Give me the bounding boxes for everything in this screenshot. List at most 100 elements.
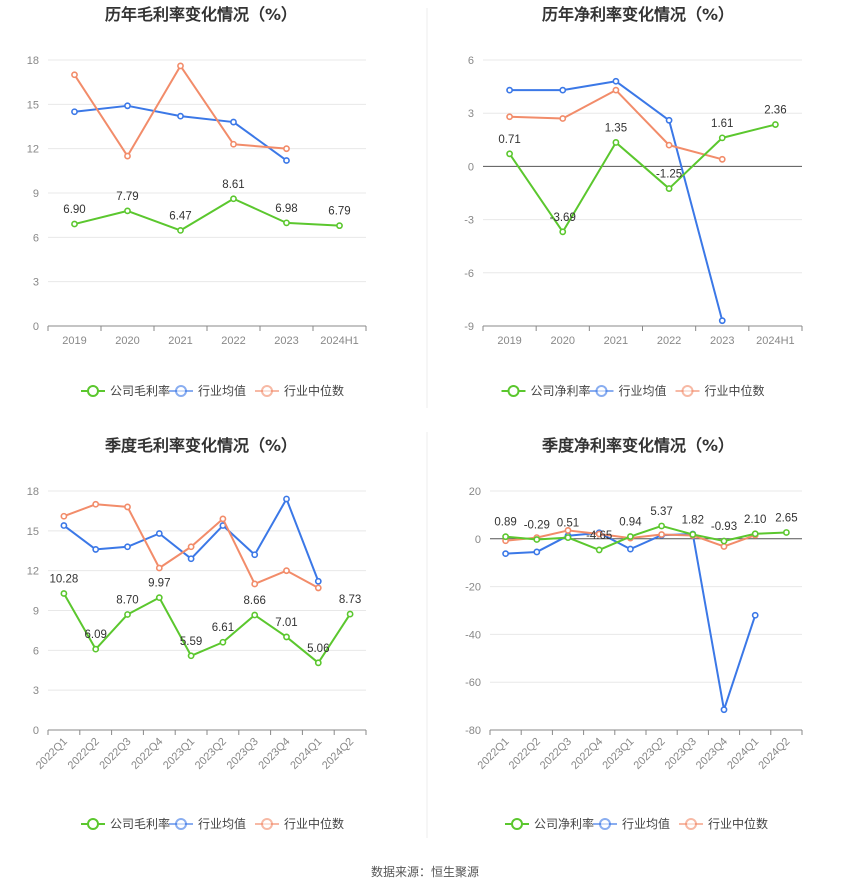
legend: 公司毛利率 行业均值 行业中位数 xyxy=(81,816,344,831)
y-tick-label: 0 xyxy=(33,321,39,333)
source-note: 数据来源：恒生聚源 xyxy=(371,864,479,879)
chart-title: 季度毛利率变化情况（%） xyxy=(104,436,297,455)
data-point-industry_median xyxy=(71,71,78,79)
data-point-company xyxy=(155,594,163,602)
data-point-company xyxy=(783,529,790,536)
y-tick-label: 6 xyxy=(33,645,39,657)
data-label: 8.73 xyxy=(339,594,361,606)
data-point-industry_median xyxy=(612,86,620,94)
legend-marker xyxy=(599,818,611,830)
x-tick-label: 2022Q2 xyxy=(66,736,102,772)
data-label: 1.61 xyxy=(711,118,733,130)
data-label: -4.65 xyxy=(586,530,612,542)
legend-label: 行业中位数 xyxy=(284,383,344,398)
y-tick-label: -40 xyxy=(465,629,481,641)
data-point-industry_avg xyxy=(506,86,513,94)
data-point-company xyxy=(564,534,572,541)
chart-title: 季度净利率变化情况（%） xyxy=(541,436,734,455)
data-point-company xyxy=(187,652,195,660)
x-tick-label: 2023Q4 xyxy=(256,736,292,772)
data-point-company xyxy=(720,537,728,545)
y-tick-label: 12 xyxy=(27,144,39,156)
data-point-industry_median xyxy=(177,62,184,70)
legend-label: 行业均值 xyxy=(619,383,667,398)
data-point-industry_avg xyxy=(60,522,68,529)
y-tick-label: 18 xyxy=(27,55,39,67)
data-point-industry_avg xyxy=(187,555,195,563)
x-tick-label: 2021 xyxy=(604,335,628,347)
data-point-industry_median xyxy=(124,503,131,511)
data-point-industry_avg xyxy=(283,495,290,503)
legend-label: 行业中位数 xyxy=(705,383,765,398)
legend-marker xyxy=(507,385,520,397)
data-point-company xyxy=(219,638,227,646)
y-tick-label: -80 xyxy=(465,725,481,737)
data-point-company xyxy=(251,611,259,619)
data-point-company xyxy=(627,533,634,540)
data-point-industry_median xyxy=(665,141,673,149)
x-tick-label: 2020 xyxy=(115,335,139,347)
x-tick-label: 2022Q4 xyxy=(569,736,605,772)
y-tick-label: -6 xyxy=(464,268,474,280)
data-point-industry_avg xyxy=(314,577,322,585)
x-tick-label: 2020 xyxy=(551,335,575,347)
data-label: -0.93 xyxy=(711,521,737,533)
legend-item: 行业均值 xyxy=(169,816,246,831)
x-tick-label: 2023 xyxy=(274,335,298,347)
legend-marker xyxy=(261,818,273,830)
data-point-industry_median xyxy=(124,152,131,160)
data-point-industry_median xyxy=(564,527,572,534)
data-point-industry_avg xyxy=(71,108,78,116)
data-label: 8.61 xyxy=(222,179,244,191)
data-label: 6.90 xyxy=(63,204,85,216)
y-tick-label: 9 xyxy=(33,188,39,200)
x-tick-label: 2024H1 xyxy=(320,335,359,347)
x-tick-label: 2022Q2 xyxy=(507,736,543,772)
x-tick-label: 2023Q2 xyxy=(632,736,668,772)
data-point-industry_median xyxy=(155,564,163,572)
data-point-company xyxy=(336,222,343,230)
data-point-company xyxy=(124,611,131,618)
data-point-company xyxy=(689,531,697,538)
data-point-company xyxy=(751,530,759,538)
data-label: -0.29 xyxy=(524,519,550,531)
data-label: 6.47 xyxy=(169,210,191,222)
data-point-industry_avg xyxy=(751,611,759,619)
data-point-industry_avg xyxy=(177,112,184,120)
data-label: 2.10 xyxy=(744,514,766,526)
legend-item: 行业均值 xyxy=(593,816,670,831)
data-point-company xyxy=(533,536,541,543)
data-point-industry_median xyxy=(595,530,603,538)
y-tick-label: 6 xyxy=(33,232,39,244)
data-point-company xyxy=(772,121,779,128)
data-label: 0.71 xyxy=(498,134,520,146)
legend-marker xyxy=(595,385,608,397)
data-point-company xyxy=(92,645,100,653)
data-point-company xyxy=(595,546,603,554)
y-tick-label: -3 xyxy=(464,215,474,227)
data-point-company xyxy=(124,207,131,215)
data-point-industry_avg xyxy=(718,317,726,325)
data-label: 8.70 xyxy=(116,594,138,606)
series-line-industry_avg xyxy=(63,497,320,582)
y-tick-label: 15 xyxy=(27,526,39,538)
legend-label: 行业均值 xyxy=(622,816,670,831)
legend-item: 行业中位数 xyxy=(255,383,344,398)
legend: 公司毛利率 行业均值 行业中位数 xyxy=(81,383,344,398)
y-tick-label: 0 xyxy=(475,534,481,546)
data-label: -3.69 xyxy=(550,212,576,224)
data-point-industry_avg xyxy=(627,545,634,553)
data-point-industry_avg xyxy=(251,551,259,559)
data-point-industry_median xyxy=(92,500,100,508)
x-tick-label: 2023Q1 xyxy=(161,736,197,772)
y-tick-label: 12 xyxy=(27,566,39,578)
data-label: 1.82 xyxy=(682,514,704,526)
data-point-industry_avg xyxy=(612,77,620,85)
x-tick-label: 2019 xyxy=(62,335,86,347)
data-point-industry_avg xyxy=(559,86,567,94)
data-label: 5.59 xyxy=(180,636,202,648)
x-tick-label: 2024Q1 xyxy=(288,736,324,772)
data-point-company xyxy=(314,659,322,667)
data-point-industry_median xyxy=(720,543,728,550)
data-point-industry_median xyxy=(314,584,322,592)
